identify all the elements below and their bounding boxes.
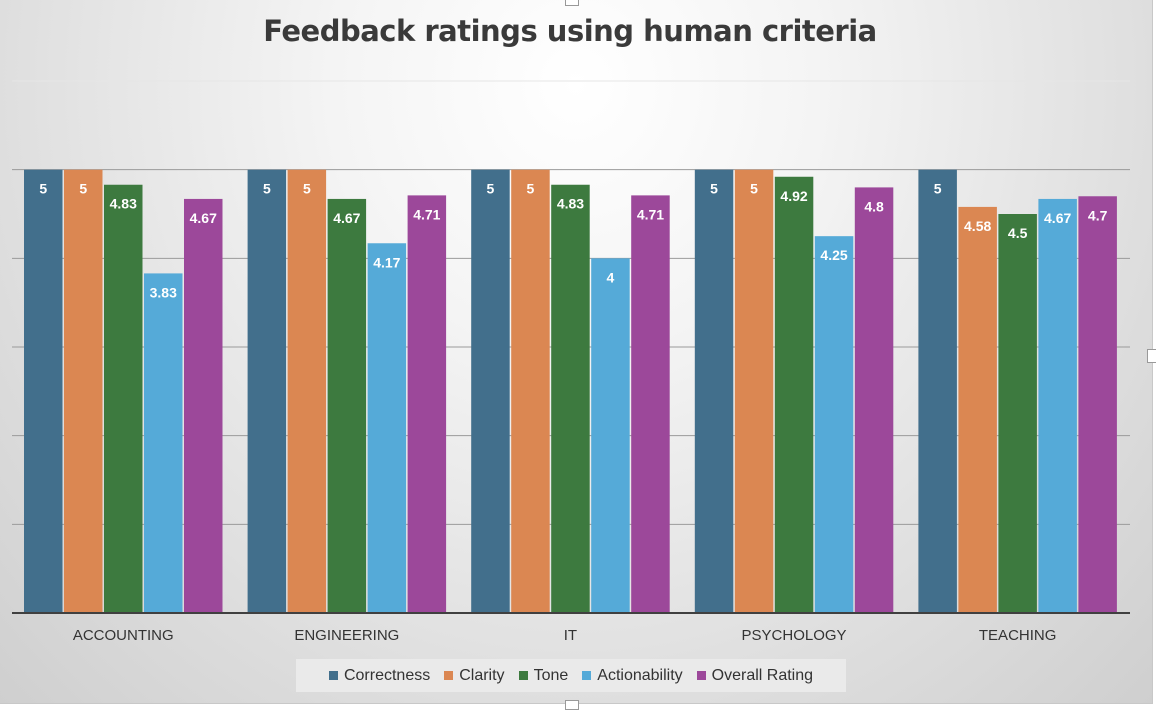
bar-tone-teaching[interactable] <box>998 214 1037 613</box>
data-label: 5 <box>934 181 942 197</box>
bar-correctness-it[interactable] <box>471 169 510 613</box>
resize-handle-right[interactable] <box>1147 349 1156 363</box>
category-label: ACCOUNTING <box>73 627 174 644</box>
bar-actionability-accounting[interactable] <box>144 273 183 613</box>
bar-correctness-accounting[interactable] <box>24 169 63 613</box>
legend-swatch <box>328 671 338 680</box>
data-label: 4.83 <box>110 196 137 212</box>
bar-correctness-engineering[interactable] <box>247 169 287 613</box>
bar-actionability-it[interactable] <box>591 258 630 613</box>
legend-label: Clarity <box>459 666 505 684</box>
bar-overall-rating-psychology[interactable] <box>854 187 894 613</box>
bar-tone-psychology[interactable] <box>774 176 814 613</box>
legend-item[interactable]: Actionability <box>582 666 683 685</box>
bar-actionability-engineering[interactable] <box>367 243 407 613</box>
data-label: 5 <box>487 181 495 197</box>
data-label: 4.17 <box>373 254 400 270</box>
bar-overall-rating-accounting[interactable] <box>184 198 223 613</box>
bar-correctness-psychology[interactable] <box>694 169 734 613</box>
bar-overall-rating-engineering[interactable] <box>407 195 447 613</box>
legend-item[interactable]: Overall Rating <box>696 666 814 685</box>
data-label: 4.71 <box>637 206 664 222</box>
data-label: 5 <box>527 181 535 197</box>
bar-actionability-psychology[interactable] <box>814 236 854 613</box>
bar-clarity-accounting[interactable] <box>64 169 103 613</box>
legend-item[interactable]: Tone <box>518 666 569 685</box>
data-label: 5 <box>303 181 311 197</box>
bar-actionability-teaching[interactable] <box>1038 198 1077 613</box>
data-label: 5 <box>263 181 271 197</box>
data-label: 5 <box>39 181 47 197</box>
bar-clarity-teaching[interactable] <box>958 206 997 613</box>
legend-label: Correctness <box>343 666 431 684</box>
data-label: 4.71 <box>413 206 440 222</box>
bar-tone-engineering[interactable] <box>327 198 367 613</box>
bar-tone-it[interactable] <box>551 184 590 614</box>
chart-title: Feedback ratings using human criteria <box>263 14 877 48</box>
category-label: IT <box>564 627 577 644</box>
bar-clarity-psychology[interactable] <box>734 169 774 613</box>
bar-clarity-engineering[interactable] <box>287 169 327 613</box>
legend-swatch <box>444 671 454 680</box>
bar-overall-rating-teaching[interactable] <box>1078 196 1117 613</box>
legend-label: Overall Rating <box>711 666 814 684</box>
legend-item[interactable]: Correctness <box>328 666 431 685</box>
legend: Correctness Clarity Tone Actionability Overa… <box>296 659 846 692</box>
bar-correctness-teaching[interactable] <box>918 169 957 613</box>
data-label: 5 <box>710 181 718 197</box>
data-label: 4.92 <box>780 188 807 204</box>
data-label: 4 <box>607 269 615 285</box>
legend-swatch <box>518 671 528 680</box>
data-label: 4.83 <box>557 196 584 212</box>
data-label: 4.8 <box>864 198 884 214</box>
bar-tone-accounting[interactable] <box>104 184 143 614</box>
legend-label: Tone <box>533 666 569 684</box>
resize-handle-bottom[interactable] <box>565 700 579 710</box>
data-label: 5 <box>79 181 87 197</box>
data-label: 3.83 <box>150 284 177 300</box>
legend-label: Actionability <box>597 666 683 684</box>
legend-swatch <box>582 671 592 680</box>
data-label: 4.5 <box>1008 225 1028 241</box>
data-label: 4.7 <box>1088 207 1108 223</box>
legend-item[interactable]: Clarity <box>444 666 505 685</box>
category-label: TEACHING <box>979 627 1057 644</box>
bar-overall-rating-it[interactable] <box>631 195 670 613</box>
data-label: 4.67 <box>190 210 217 226</box>
data-label: 4.58 <box>964 218 991 234</box>
bar-clarity-it[interactable] <box>511 169 550 613</box>
category-label: ENGINEERING <box>294 627 399 644</box>
legend-swatch <box>696 671 706 680</box>
resize-handle-top[interactable] <box>565 0 579 6</box>
data-label: 4.25 <box>820 247 847 263</box>
data-label: 4.67 <box>333 210 360 226</box>
data-label: 4.67 <box>1044 210 1071 226</box>
category-label: PSYCHOLOGY <box>742 627 847 644</box>
data-label: 5 <box>750 181 758 197</box>
